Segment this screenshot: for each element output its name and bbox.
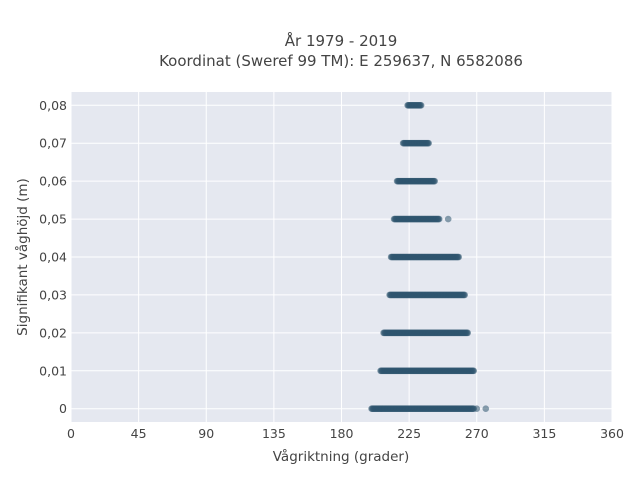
y-tick-label: 0,07: [39, 136, 67, 151]
chart-title-line2: Koordinat (Sweref 99 TM): E 259637, N 65…: [159, 52, 523, 70]
y-tick-label: 0,08: [39, 98, 67, 113]
x-tick-label: 360: [600, 426, 624, 441]
x-tick-label: 225: [397, 426, 421, 441]
x-tick-label: 0: [67, 426, 75, 441]
data-point-outlier: [482, 405, 490, 413]
y-tick-label: 0,02: [39, 325, 67, 340]
chart-title-line1: År 1979 - 2019: [285, 31, 398, 50]
data-point: [470, 367, 478, 375]
x-axis-ticks: 0 45 90 135 180 225 270 315 360: [67, 426, 624, 441]
y-axis-title: Signifikant våghöjd (m): [14, 178, 31, 336]
x-tick-label: 135: [262, 426, 286, 441]
y-tick-label: 0,06: [39, 174, 67, 189]
x-tick-label: 315: [532, 426, 556, 441]
data-point: [431, 177, 438, 185]
data-point: [455, 253, 463, 261]
y-tick-label: 0,05: [39, 212, 67, 227]
y-tick-label: 0,04: [39, 250, 67, 265]
y-tick-label: 0,03: [39, 287, 67, 302]
data-point-outlier: [473, 405, 481, 413]
x-tick-label: 90: [198, 426, 214, 441]
data-point: [461, 291, 469, 299]
data-points: [368, 101, 490, 413]
x-axis-title: Vågriktning (grader): [273, 448, 410, 465]
y-tick-label: 0,01: [39, 363, 67, 378]
y-tick-label: 0: [59, 401, 67, 416]
y-axis-ticks: 0 0,01 0,02 0,03 0,04 0,05 0,06 0,07 0,08: [39, 98, 67, 416]
x-tick-label: 45: [131, 426, 147, 441]
data-point: [435, 215, 443, 223]
x-tick-label: 270: [465, 426, 489, 441]
data-point: [425, 139, 432, 147]
x-tick-label: 180: [330, 426, 354, 441]
data-point: [417, 101, 425, 109]
data-point: [464, 329, 472, 337]
grid-lines: [70, 92, 613, 422]
data-point-outlier: [444, 215, 452, 223]
